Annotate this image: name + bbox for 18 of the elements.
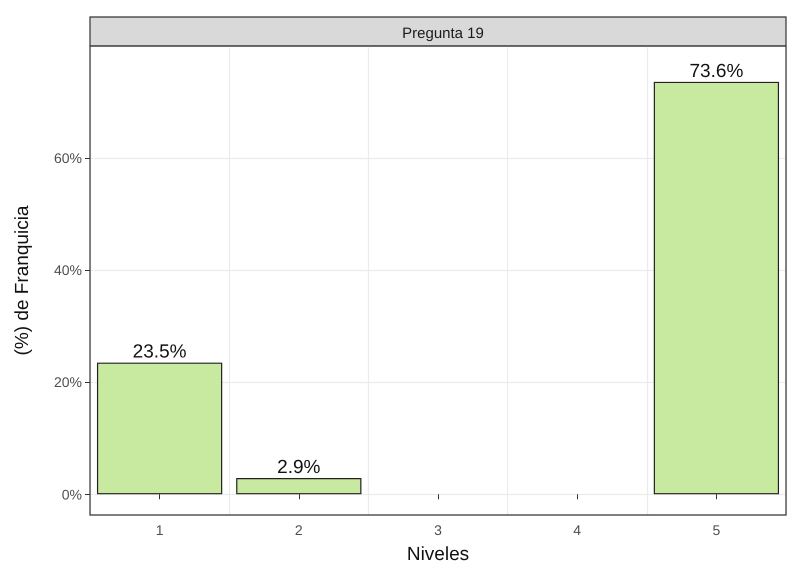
x-tick-label: 3 <box>434 522 442 538</box>
x-tick-label: 5 <box>712 522 720 538</box>
y-tick-label: 20% <box>54 374 82 390</box>
x-tick-label: 2 <box>294 522 303 538</box>
bar <box>96 362 222 494</box>
x-axis-title: Niveles <box>406 544 470 565</box>
data-label: 23.5% <box>132 342 187 363</box>
data-label: 73.6% <box>689 60 744 82</box>
y-tick-label: 0% <box>62 486 82 502</box>
bar <box>654 82 780 494</box>
bar <box>236 478 362 494</box>
y-tick-label: 60% <box>54 150 82 166</box>
y-axis-title: (%) de Franquicia <box>12 205 33 356</box>
y-tick-label: 40% <box>54 262 82 278</box>
x-tick-label: 4 <box>573 522 582 538</box>
chart-title: Pregunta 19 <box>402 25 484 42</box>
data-label: 2.9% <box>277 457 321 478</box>
x-tick-label: 1 <box>156 522 164 538</box>
